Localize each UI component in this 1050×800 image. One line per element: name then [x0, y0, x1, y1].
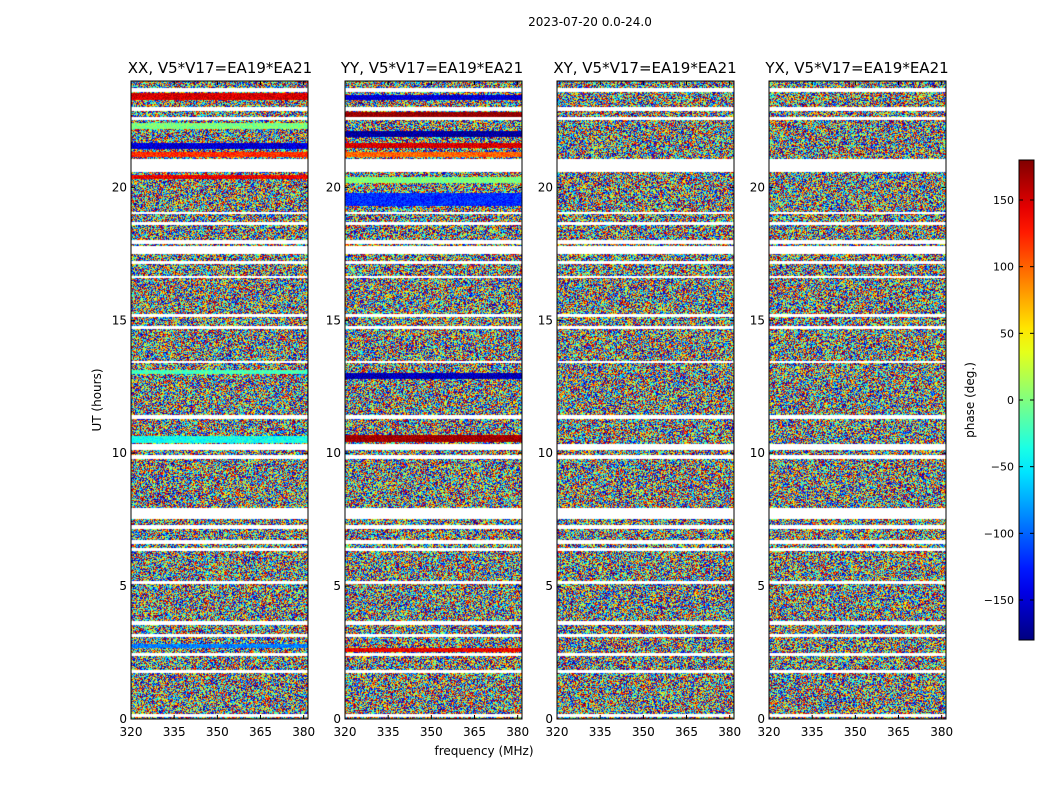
x-tick-label: 380 — [930, 725, 953, 739]
y-tick-label: 20 — [538, 180, 553, 194]
y-tick-label: 15 — [112, 313, 127, 327]
y-tick-label: 15 — [750, 313, 765, 327]
axes-frame — [768, 80, 947, 720]
y-tick-label: 10 — [538, 446, 553, 460]
axes-frame — [344, 80, 523, 720]
y-tick-label: 5 — [545, 579, 553, 593]
x-tick-label: 320 — [546, 725, 569, 739]
x-tick-label: 365 — [675, 725, 698, 739]
y-tick-label: 5 — [757, 579, 765, 593]
axes-frame — [130, 80, 309, 720]
colorbar-tick-label: −150 — [984, 594, 1014, 607]
y-tick-label: 0 — [333, 712, 341, 726]
panel-title-yx: YX, V5*V17=EA19*EA21 — [764, 59, 948, 77]
y-tick-label: 10 — [112, 446, 127, 460]
axes-frame — [556, 80, 735, 720]
panel-title-yy: YY, V5*V17=EA19*EA21 — [340, 59, 523, 77]
colorbar: −150 −100 −50 0 50 100 150 — [984, 159, 1035, 641]
x-tick-label: 350 — [844, 725, 867, 739]
x-tick-label: 380 — [718, 725, 741, 739]
y-tick-label: 20 — [112, 180, 127, 194]
colorbar-tick-label: 100 — [993, 261, 1014, 274]
axes-ticks: 320 335 350 365 380 0 5 10 15 20 320 335 350 365 380 0 5… — [112, 81, 953, 739]
panel-yx: YX, V5*V17=EA19*EA21 — [764, 59, 948, 77]
heatmap-yy — [345, 81, 522, 719]
x-axis-label: frequency (MHz) — [434, 744, 533, 758]
y-tick-label: 0 — [757, 712, 765, 726]
x-tick-label: 335 — [589, 725, 612, 739]
x-tick-label: 365 — [463, 725, 486, 739]
y-tick-label: 10 — [326, 446, 341, 460]
y-tick-label: 10 — [750, 446, 765, 460]
x-tick-label: 335 — [377, 725, 400, 739]
y-tick-label: 5 — [333, 579, 341, 593]
y-tick-label: 0 — [119, 712, 127, 726]
x-tick-label: 380 — [292, 725, 315, 739]
x-tick-label: 335 — [163, 725, 186, 739]
colorbar-tick-label: 0 — [1007, 394, 1014, 407]
y-tick-label: 0 — [545, 712, 553, 726]
x-tick-label: 320 — [334, 725, 357, 739]
heatmap-xx — [131, 81, 308, 719]
colorbar-label: phase (deg.) — [963, 362, 977, 438]
colorbar-tick-label: −50 — [991, 461, 1014, 474]
x-tick-label: 365 — [249, 725, 272, 739]
heatmap-images — [131, 81, 946, 719]
heatmap-yx — [769, 81, 946, 719]
colorbar-tick-label: 150 — [993, 194, 1014, 207]
panel-title-xy: XY, V5*V17=EA19*EA21 — [553, 59, 736, 77]
x-tick-label: 380 — [506, 725, 529, 739]
y-tick-label: 15 — [326, 313, 341, 327]
x-tick-label: 320 — [758, 725, 781, 739]
x-tick-label: 320 — [120, 725, 143, 739]
colorbar-tick-label: −100 — [984, 527, 1014, 540]
colorbar-tick-label: 50 — [1000, 327, 1014, 340]
panel-xx: XX, V5*V17=EA19*EA21 — [128, 59, 312, 77]
y-tick-label: 20 — [750, 180, 765, 194]
x-tick-label: 365 — [887, 725, 910, 739]
panel-title-xx: XX, V5*V17=EA19*EA21 — [128, 59, 312, 77]
y-tick-label: 20 — [326, 180, 341, 194]
x-tick-label: 350 — [420, 725, 443, 739]
axes-frames — [130, 80, 947, 720]
y-tick-label: 5 — [119, 579, 127, 593]
panel-xy: XY, V5*V17=EA19*EA21 — [553, 59, 736, 77]
x-tick-label: 350 — [206, 725, 229, 739]
figure-title: 2023-07-20 0.0-24.0 — [528, 15, 652, 29]
x-tick-label: 335 — [801, 725, 824, 739]
panel-yy: YY, V5*V17=EA19*EA21 — [340, 59, 523, 77]
y-tick-label: 15 — [538, 313, 553, 327]
x-tick-label: 350 — [632, 725, 655, 739]
y-axis-label: UT (hours) — [90, 368, 104, 431]
heatmap-xy — [557, 81, 734, 719]
